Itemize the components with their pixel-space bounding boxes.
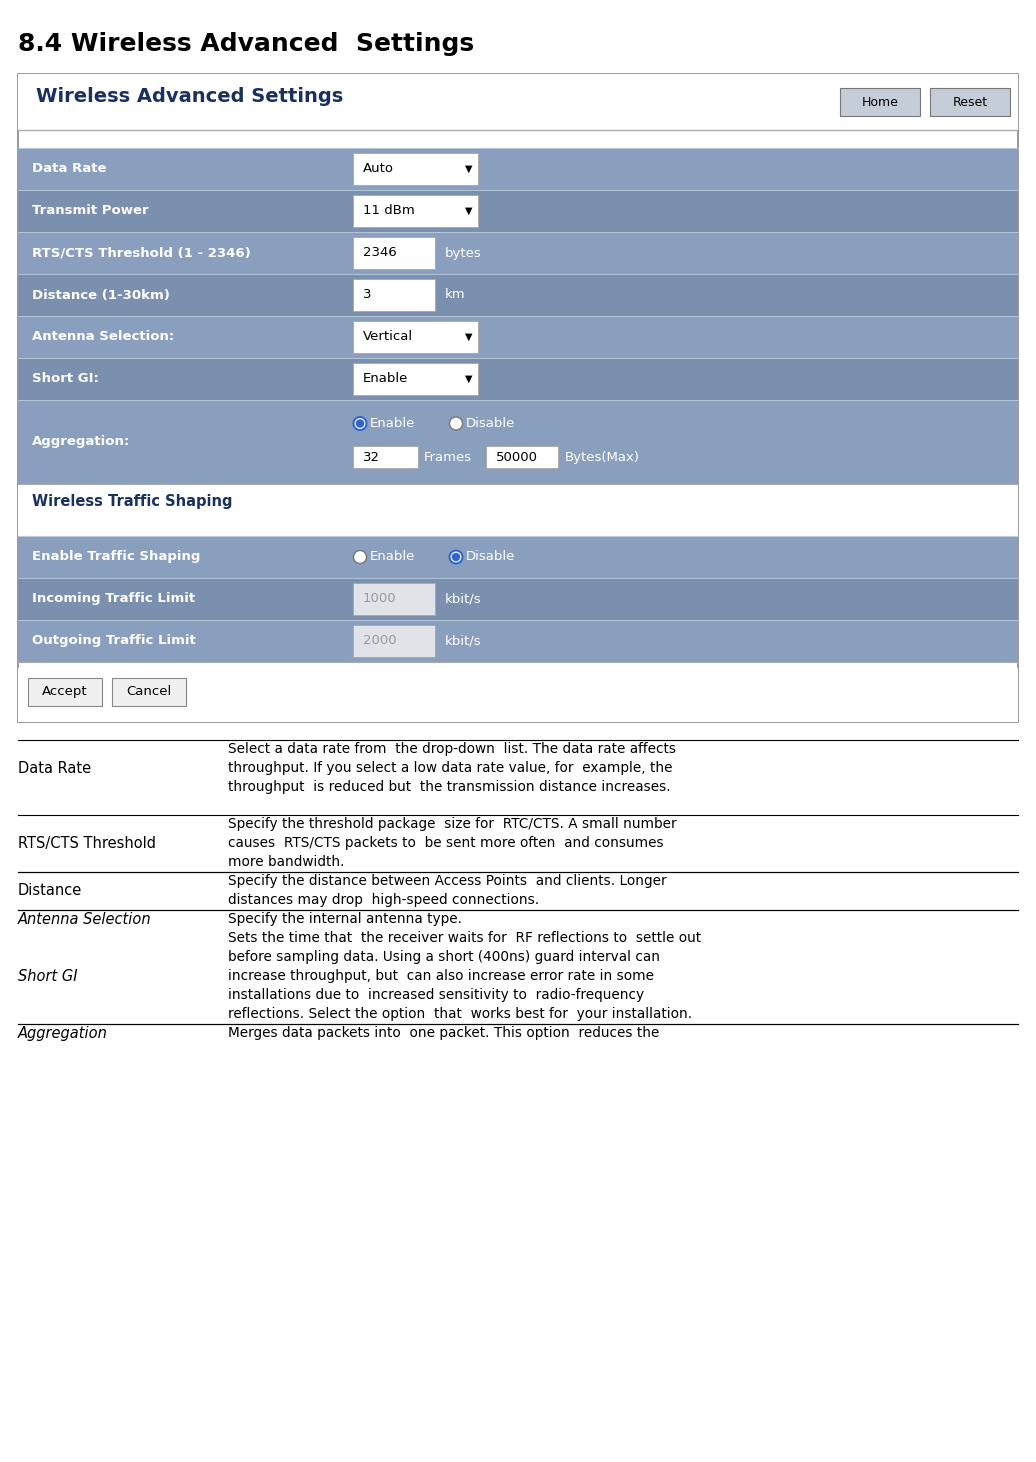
- Text: kbit/s: kbit/s: [445, 635, 482, 648]
- Text: Wireless Traffic Shaping: Wireless Traffic Shaping: [32, 494, 232, 509]
- Bar: [353, 279, 435, 311]
- Text: RTS/CTS Threshold (1 - 2346): RTS/CTS Threshold (1 - 2346): [32, 247, 251, 259]
- Bar: [353, 154, 478, 186]
- Bar: [18, 484, 1018, 537]
- Bar: [18, 232, 1018, 273]
- Text: Enable Traffic Shaping: Enable Traffic Shaping: [32, 551, 200, 563]
- Bar: [18, 148, 1018, 190]
- Text: installations due to  increased sensitivity to  radio-frequency: installations due to increased sensitivi…: [228, 988, 644, 1003]
- Text: 8.4 Wireless Advanced  Settings: 8.4 Wireless Advanced Settings: [18, 32, 474, 56]
- Text: Distance (1-30km): Distance (1-30km): [32, 288, 170, 301]
- Text: Short GI: Short GI: [18, 969, 78, 984]
- Text: 2000: 2000: [363, 635, 397, 648]
- Text: before sampling data. Using a short (400ns) guard interval can: before sampling data. Using a short (400…: [228, 950, 660, 965]
- Text: Specify the internal antenna type.: Specify the internal antenna type.: [228, 912, 462, 927]
- Text: 3: 3: [363, 288, 372, 301]
- Bar: [353, 583, 435, 616]
- Bar: [353, 194, 478, 227]
- Text: Accept: Accept: [42, 686, 88, 699]
- Text: Data Rate: Data Rate: [18, 762, 91, 776]
- Text: Vertical: Vertical: [363, 330, 413, 344]
- Bar: [353, 322, 478, 352]
- Circle shape: [453, 554, 460, 560]
- Text: distances may drop  high-speed connections.: distances may drop high-speed connection…: [228, 893, 539, 908]
- Text: Wireless Advanced Settings: Wireless Advanced Settings: [36, 88, 343, 107]
- Text: Auto: Auto: [363, 162, 394, 175]
- Text: Sets the time that  the receiver waits for  RF reflections to  settle out: Sets the time that the receiver waits fo…: [228, 931, 701, 946]
- Bar: [18, 316, 1018, 358]
- Text: Data Rate: Data Rate: [32, 162, 107, 175]
- Text: throughput. If you select a low data rate value, for  example, the: throughput. If you select a low data rat…: [228, 762, 672, 775]
- Bar: [112, 678, 186, 706]
- Bar: [18, 537, 1018, 577]
- Text: Outgoing Traffic Limit: Outgoing Traffic Limit: [32, 635, 196, 648]
- Text: 11 dBm: 11 dBm: [363, 205, 414, 218]
- Text: Incoming Traffic Limit: Incoming Traffic Limit: [32, 592, 195, 605]
- Circle shape: [356, 420, 364, 427]
- Text: Enable: Enable: [363, 373, 408, 386]
- Text: Distance: Distance: [18, 883, 82, 899]
- Text: ▼: ▼: [465, 164, 472, 174]
- Bar: [18, 273, 1018, 316]
- Text: Frames: Frames: [424, 450, 472, 463]
- Text: Home: Home: [862, 95, 898, 108]
- Bar: [840, 88, 920, 115]
- Text: RTS/CTS Threshold: RTS/CTS Threshold: [18, 836, 156, 851]
- Text: ▼: ▼: [465, 206, 472, 216]
- Text: kbit/s: kbit/s: [445, 592, 482, 605]
- Text: Enable: Enable: [370, 417, 415, 430]
- Bar: [18, 358, 1018, 401]
- Text: 50000: 50000: [496, 450, 538, 463]
- Bar: [353, 363, 478, 395]
- Text: Antenna Selection: Antenna Selection: [18, 912, 151, 927]
- Circle shape: [353, 551, 367, 563]
- Text: ▼: ▼: [465, 332, 472, 342]
- Circle shape: [353, 417, 367, 430]
- Text: Reset: Reset: [952, 95, 987, 108]
- Text: 1000: 1000: [363, 592, 397, 605]
- Bar: [18, 668, 1018, 722]
- Text: throughput  is reduced but  the transmission distance increases.: throughput is reduced but the transmissi…: [228, 781, 670, 794]
- Circle shape: [450, 417, 462, 430]
- Text: Antenna Selection:: Antenna Selection:: [32, 330, 174, 344]
- Text: ▼: ▼: [465, 374, 472, 385]
- Text: Aggregation: Aggregation: [18, 1026, 108, 1041]
- Bar: [486, 446, 558, 468]
- Bar: [930, 88, 1010, 115]
- Bar: [18, 401, 1018, 484]
- Text: reflections. Select the option  that  works best for  your installation.: reflections. Select the option that work…: [228, 1007, 692, 1022]
- Text: Bytes(Max): Bytes(Max): [565, 450, 640, 463]
- Text: more bandwidth.: more bandwidth.: [228, 855, 345, 870]
- Text: Merges data packets into  one packet. This option  reduces the: Merges data packets into one packet. Thi…: [228, 1026, 659, 1041]
- Text: km: km: [445, 288, 465, 301]
- Text: Enable: Enable: [370, 551, 415, 563]
- Text: bytes: bytes: [445, 247, 482, 259]
- Bar: [18, 75, 1018, 722]
- Bar: [353, 237, 435, 269]
- Text: Disable: Disable: [466, 551, 515, 563]
- Text: Disable: Disable: [466, 417, 515, 430]
- Text: 2346: 2346: [363, 247, 397, 259]
- Bar: [353, 624, 435, 656]
- Bar: [18, 75, 1018, 130]
- Text: Specify the threshold package  size for  RTC/CTS. A small number: Specify the threshold package size for R…: [228, 817, 677, 832]
- Text: Short GI:: Short GI:: [32, 373, 98, 386]
- Circle shape: [450, 551, 462, 563]
- Text: Transmit Power: Transmit Power: [32, 205, 148, 218]
- Bar: [28, 678, 102, 706]
- Text: Specify the distance between Access Points  and clients. Longer: Specify the distance between Access Poin…: [228, 874, 666, 889]
- Bar: [18, 190, 1018, 232]
- Text: Cancel: Cancel: [126, 686, 172, 699]
- Text: 32: 32: [363, 450, 380, 463]
- Bar: [18, 577, 1018, 620]
- Bar: [18, 620, 1018, 662]
- Bar: [353, 446, 418, 468]
- Text: Aggregation:: Aggregation:: [32, 436, 131, 449]
- Text: causes  RTS/CTS packets to  be sent more often  and consumes: causes RTS/CTS packets to be sent more o…: [228, 836, 664, 851]
- Text: Select a data rate from  the drop-down  list. The data rate affects: Select a data rate from the drop-down li…: [228, 743, 677, 756]
- Text: increase throughput, but  can also increase error rate in some: increase throughput, but can also increa…: [228, 969, 654, 984]
